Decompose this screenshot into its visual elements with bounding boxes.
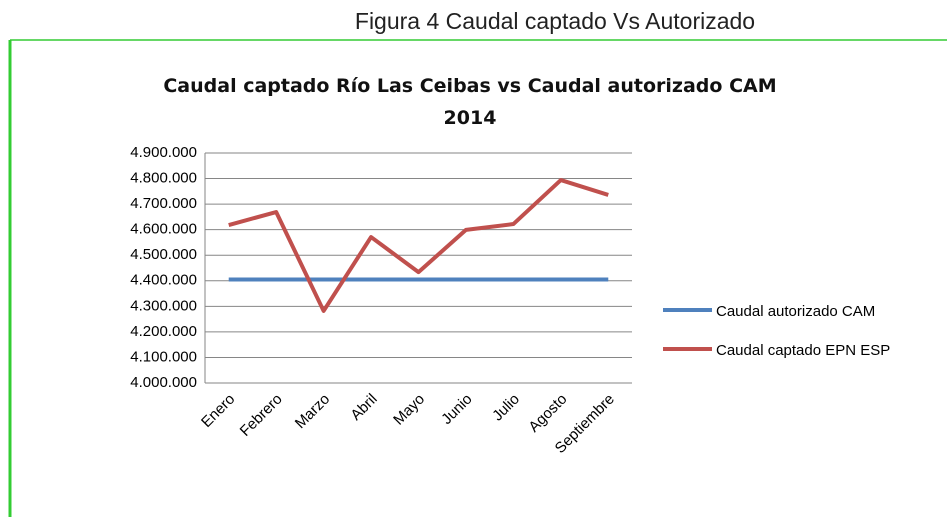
y-tick-label: 4.200.000: [130, 323, 197, 340]
chart-title: Caudal captado Río Las Ceibas vs Caudal …: [163, 75, 777, 129]
x-tick-label: Junio: [438, 391, 475, 428]
y-tick-label: 4.900.000: [130, 144, 197, 161]
y-tick-label: 4.700.000: [130, 195, 197, 212]
legend-label: Caudal autorizado CAM: [716, 303, 875, 320]
y-tick-label: 4.400.000: [130, 272, 197, 289]
x-tick-label: Marzo: [292, 391, 333, 432]
x-tick-label: Abril: [347, 391, 380, 424]
series-line: [228, 178, 609, 313]
legend-label: Caudal captado EPN ESP: [716, 342, 890, 359]
x-tick-label: Agosto: [525, 391, 570, 436]
figure-caption: Figura 4 Caudal captado Vs Autorizado: [354, 8, 756, 34]
y-tick-label: 4.600.000: [130, 221, 197, 238]
y-tick-label: 4.500.000: [130, 246, 197, 263]
y-tick-label: 4.000.000: [130, 374, 197, 391]
y-tick-label: 4.800.000: [130, 170, 197, 187]
x-tick-label: Febrero: [237, 391, 286, 440]
x-tick-label: Julio: [489, 391, 523, 425]
x-tick-label: Mayo: [390, 391, 428, 429]
y-tick-label: 4.100.000: [130, 348, 197, 365]
y-tick-label: 4.300.000: [130, 297, 197, 314]
x-tick-label: Enero: [198, 391, 238, 431]
